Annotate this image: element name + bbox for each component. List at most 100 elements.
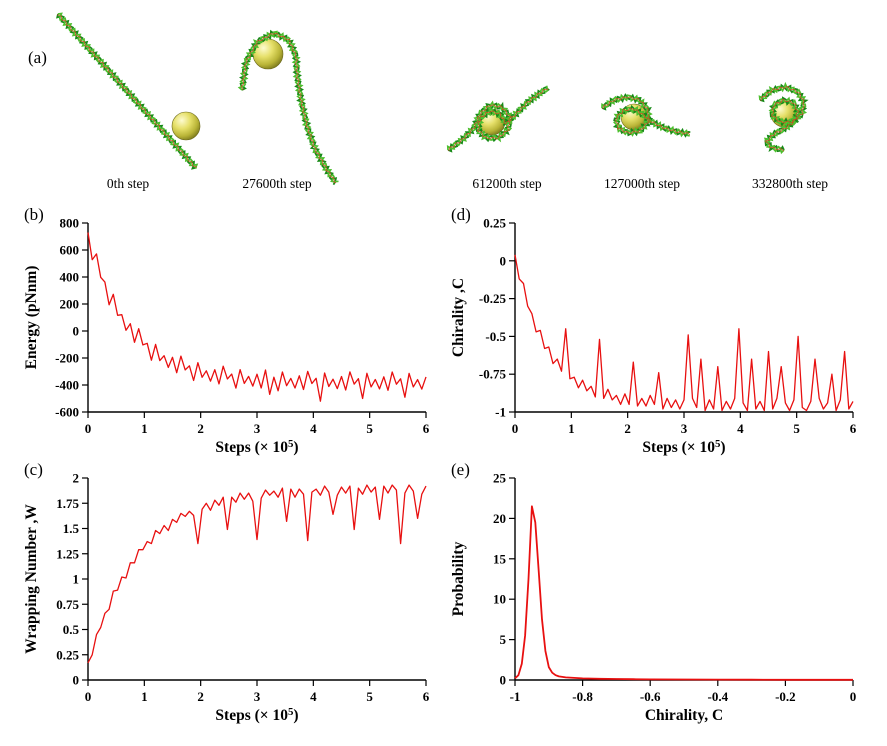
panel-a: (a) 0th step 27600th step 61200th step 1… bbox=[0, 0, 887, 205]
y-tick-label: 800 bbox=[60, 216, 80, 231]
x-tick-label: 3 bbox=[681, 421, 688, 436]
x-tick-label: 2 bbox=[624, 421, 631, 436]
axes: -1 -0.8 -0.6 -0.4 -0.2 0 0 5 10 15 20 25 Chirality, … bbox=[450, 471, 856, 725]
y-tick-label: 0.5 bbox=[63, 622, 80, 637]
snapshot-label-1: 27600th step bbox=[242, 176, 312, 191]
y-axis-label: Energy (pNnm) bbox=[23, 266, 40, 370]
x-tick-label: 0 bbox=[85, 689, 92, 704]
panel-b: (b) 0 1 2 3 4 5 6 -600 -400 -200 0 200 400 600 800 Step… bbox=[20, 205, 440, 462]
x-axis-label: Chirality, C bbox=[645, 707, 723, 724]
y-tick-label: 400 bbox=[60, 270, 80, 285]
dna-strand-2 bbox=[237, 30, 339, 183]
y-tick-label: 1 bbox=[73, 572, 80, 587]
snapshot-1 bbox=[237, 29, 339, 186]
y-tick-label: 1.5 bbox=[63, 521, 80, 536]
y-tick-label: -0.25 bbox=[479, 291, 507, 306]
panel-d-letter: (d) bbox=[451, 205, 471, 224]
x-tick-label: -0.2 bbox=[775, 689, 796, 704]
snapshot-drawings bbox=[56, 12, 809, 186]
series bbox=[514, 254, 854, 412]
dna-strand-2 bbox=[446, 85, 549, 151]
nucleosome-sphere bbox=[171, 111, 201, 141]
y-axis-label: Wrapping Number ,W bbox=[23, 504, 40, 654]
dna-strand-2 bbox=[57, 12, 199, 169]
y-tick-label: -200 bbox=[55, 351, 79, 366]
y-tick-label: 1.75 bbox=[56, 496, 79, 511]
snapshot-label-2: 61200th step bbox=[472, 176, 542, 191]
y-axis-label: Chirality ,C bbox=[450, 278, 467, 357]
x-tick-label: -1 bbox=[510, 689, 521, 704]
x-tick-label: 2 bbox=[197, 421, 204, 436]
series-line bbox=[514, 505, 853, 681]
x-tick-label: -0.8 bbox=[572, 689, 593, 704]
y-tick-label: 0 bbox=[500, 673, 507, 688]
snapshots-image bbox=[56, 12, 809, 186]
snapshot-label-3: 127000th step bbox=[603, 176, 681, 191]
dna-edge-line bbox=[57, 14, 198, 168]
x-tick-label: 5 bbox=[366, 689, 373, 704]
x-tick-label: -0.6 bbox=[640, 689, 661, 704]
x-tick-label: 1 bbox=[568, 421, 575, 436]
y-tick-label: 5 bbox=[500, 632, 507, 647]
y-tick-label: 0.25 bbox=[56, 647, 79, 662]
y-tick-label: 600 bbox=[60, 243, 80, 258]
panel-c: (c) 0 1 2 3 4 5 6 0 0.25 0.5 0.75 1 1.25 1.5 1.75 2 Step… bbox=[20, 460, 440, 730]
y-tick-label: 0.25 bbox=[483, 216, 506, 231]
x-tick-label: 6 bbox=[850, 421, 857, 436]
panel-b-letter: (b) bbox=[24, 205, 44, 224]
snapshot-label-0: 0th step bbox=[106, 176, 150, 191]
snapshot-label-4: 332800th step bbox=[751, 176, 829, 191]
x-tick-label: 0 bbox=[850, 689, 857, 704]
x-tick-label: 4 bbox=[310, 689, 317, 704]
dna-edge-line bbox=[241, 32, 337, 184]
snapshot-2 bbox=[446, 85, 550, 153]
series-line bbox=[87, 484, 427, 664]
y-tick-label: 20 bbox=[493, 511, 506, 526]
x-tick-label: 5 bbox=[793, 421, 800, 436]
dna-edge-line bbox=[760, 86, 805, 152]
y-tick-label: 0 bbox=[73, 673, 80, 688]
x-axis-label: Steps (× 105) bbox=[642, 438, 725, 456]
y-tick-label: 0 bbox=[500, 253, 507, 268]
y-tick-label: -1 bbox=[495, 405, 506, 420]
panel-c-letter: (c) bbox=[24, 460, 43, 479]
y-tick-label: 0 bbox=[73, 324, 80, 339]
y-tick-label: 15 bbox=[493, 551, 507, 566]
dna-strand-1 bbox=[56, 13, 197, 170]
dna-edge-line bbox=[602, 96, 691, 136]
dna-strand-2 bbox=[601, 93, 690, 138]
y-axis-label: Probability bbox=[450, 541, 467, 616]
series bbox=[87, 232, 427, 402]
y-tick-label: -400 bbox=[55, 378, 79, 393]
y-tick-label: 200 bbox=[60, 297, 80, 312]
x-tick-label: 0 bbox=[512, 421, 519, 436]
snapshot-4 bbox=[758, 81, 809, 155]
axes: 0 1 2 3 4 5 6 0 0.25 0.5 0.75 1 1.25 1.5 1.75 2 Steps (×… bbox=[23, 471, 430, 725]
axes: 0 1 2 3 4 5 6 -600 -400 -200 0 200 400 600 800 Steps (×… bbox=[23, 216, 430, 457]
series bbox=[514, 505, 853, 681]
panel-e: (e) -1 -0.8 -0.6 -0.4 -0.2 0 0 5 10 15 20 25 Chirali… bbox=[447, 460, 867, 730]
x-tick-label: 5 bbox=[366, 421, 373, 436]
y-tick-label: -600 bbox=[55, 405, 79, 420]
y-tick-label: 25 bbox=[493, 471, 507, 486]
x-tick-label: 4 bbox=[310, 421, 317, 436]
axes: 0 1 2 3 4 5 6 -1 -0.75 -0.5 -0.25 0 0.25 Steps (× 105… bbox=[450, 216, 857, 457]
x-tick-label: 4 bbox=[737, 421, 744, 436]
y-tick-label: 1.25 bbox=[56, 546, 79, 561]
x-tick-label: 3 bbox=[254, 421, 261, 436]
x-tick-label: 3 bbox=[254, 689, 261, 704]
snapshot-3 bbox=[601, 93, 691, 138]
chart-wrapping-number: 0 1 2 3 4 5 6 0 0.25 0.5 0.75 1 1.25 1.5 1.75 2 Steps (×… bbox=[23, 471, 430, 725]
series-line bbox=[87, 232, 427, 402]
series bbox=[87, 484, 427, 664]
x-tick-label: 0 bbox=[85, 421, 92, 436]
panel-e-letter: (e) bbox=[451, 460, 470, 479]
chart-energy: 0 1 2 3 4 5 6 -600 -400 -200 0 200 400 600 800 Steps (×… bbox=[23, 216, 430, 457]
snapshot-0 bbox=[56, 12, 201, 170]
x-axis-label: Steps (× 105) bbox=[215, 706, 298, 724]
panel-a-letter: (a) bbox=[28, 48, 47, 67]
x-tick-label: 1 bbox=[141, 689, 148, 704]
nucleosome-sphere bbox=[252, 38, 284, 70]
y-tick-label: 10 bbox=[493, 592, 506, 607]
